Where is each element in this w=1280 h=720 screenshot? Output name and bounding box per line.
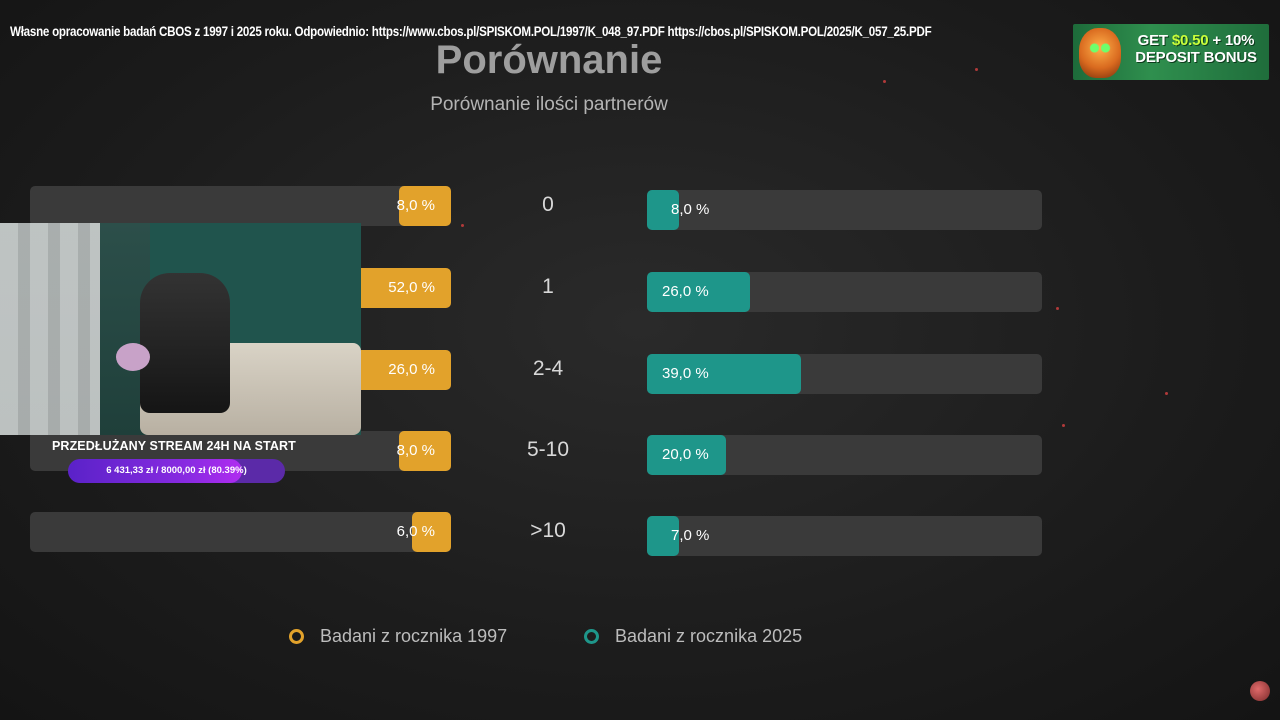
donation-progress-fill xyxy=(68,459,243,483)
brain-icon xyxy=(1250,681,1270,701)
bar-label-1997: 52,0 % xyxy=(388,279,435,296)
category-label: 2-4 xyxy=(532,357,564,380)
stream-banner: PRZEDŁUŻANY STREAM 24H NA START xyxy=(52,439,296,453)
bar-label-2025: 7,0 % xyxy=(671,527,710,544)
bar-2025 xyxy=(647,354,802,394)
bar-2025 xyxy=(647,435,726,475)
ad-line1-prefix: GET xyxy=(1137,32,1172,49)
bar-track-2025 xyxy=(647,190,1042,230)
bar-1997 xyxy=(411,512,451,552)
donation-progress: 6 431,33 zł / 8000,00 zł (80.39%) xyxy=(68,459,285,483)
spark-particle xyxy=(1165,392,1168,395)
bar-label-1997: 26,0 % xyxy=(388,361,435,378)
cam-plush xyxy=(116,343,150,371)
donation-progress-text: 6 431,33 zł / 8000,00 zł (80.39%) xyxy=(106,465,247,476)
source-note: Własne opracowanie badań CBOS z 1997 i 2… xyxy=(10,24,932,39)
spark-particle xyxy=(1062,424,1065,427)
category-label: 0 xyxy=(542,193,554,216)
legend-item-2025: Badani z rocznika 2025 xyxy=(584,626,802,647)
bar-label-1997: 6,0 % xyxy=(396,523,435,540)
legend-label-2025: Badani z rocznika 2025 xyxy=(615,626,803,646)
chart-title: Porównanie xyxy=(435,38,663,82)
bar-label-1997: 8,0 % xyxy=(396,197,435,214)
category-label: 1 xyxy=(542,275,554,298)
chart-subtitle: Porównanie ilości partnerów xyxy=(430,94,668,115)
ad-line2: DEPOSIT BONUS xyxy=(1135,49,1257,66)
spark-particle xyxy=(461,224,464,227)
mascot-icon xyxy=(1079,28,1121,78)
spark-particle xyxy=(883,80,886,83)
legend-dot-2025-icon xyxy=(584,629,599,644)
bar-label-2025: 39,0 % xyxy=(662,365,709,382)
bar-track-1997 xyxy=(30,512,451,552)
cam-curtain xyxy=(0,223,100,435)
legend-item-1997: Badani z rocznika 1997 xyxy=(289,626,507,647)
cam-chair xyxy=(140,273,230,413)
spark-particle xyxy=(975,68,978,71)
legend-dot-1997-icon xyxy=(289,629,304,644)
bar-label-2025: 26,0 % xyxy=(662,283,709,300)
ad-line1-suffix: + 10% xyxy=(1208,32,1255,49)
webcam-overlay xyxy=(0,223,361,435)
ad-line1-accent: $0.50 xyxy=(1171,32,1209,49)
bar-track-1997 xyxy=(30,186,451,226)
legend-label-1997: Badani z rocznika 1997 xyxy=(320,626,508,646)
spark-particle xyxy=(1056,307,1059,310)
bar-2025 xyxy=(647,190,679,230)
ad-text: GET $0.50 + 10% DEPOSIT BONUS xyxy=(1123,32,1269,66)
deposit-bonus-ad[interactable]: GET $0.50 + 10% DEPOSIT BONUS xyxy=(1073,24,1269,80)
bar-track-2025 xyxy=(647,516,1042,556)
category-label: 5-10 xyxy=(526,438,570,461)
bar-label-2025: 8,0 % xyxy=(671,201,710,218)
bar-1997 xyxy=(398,431,451,471)
category-label: >10 xyxy=(530,519,566,542)
bar-2025 xyxy=(647,272,750,312)
bar-label-1997: 8,0 % xyxy=(396,442,435,459)
bar-2025 xyxy=(647,516,679,556)
bar-1997 xyxy=(398,186,451,226)
bar-label-2025: 20,0 % xyxy=(662,446,709,463)
